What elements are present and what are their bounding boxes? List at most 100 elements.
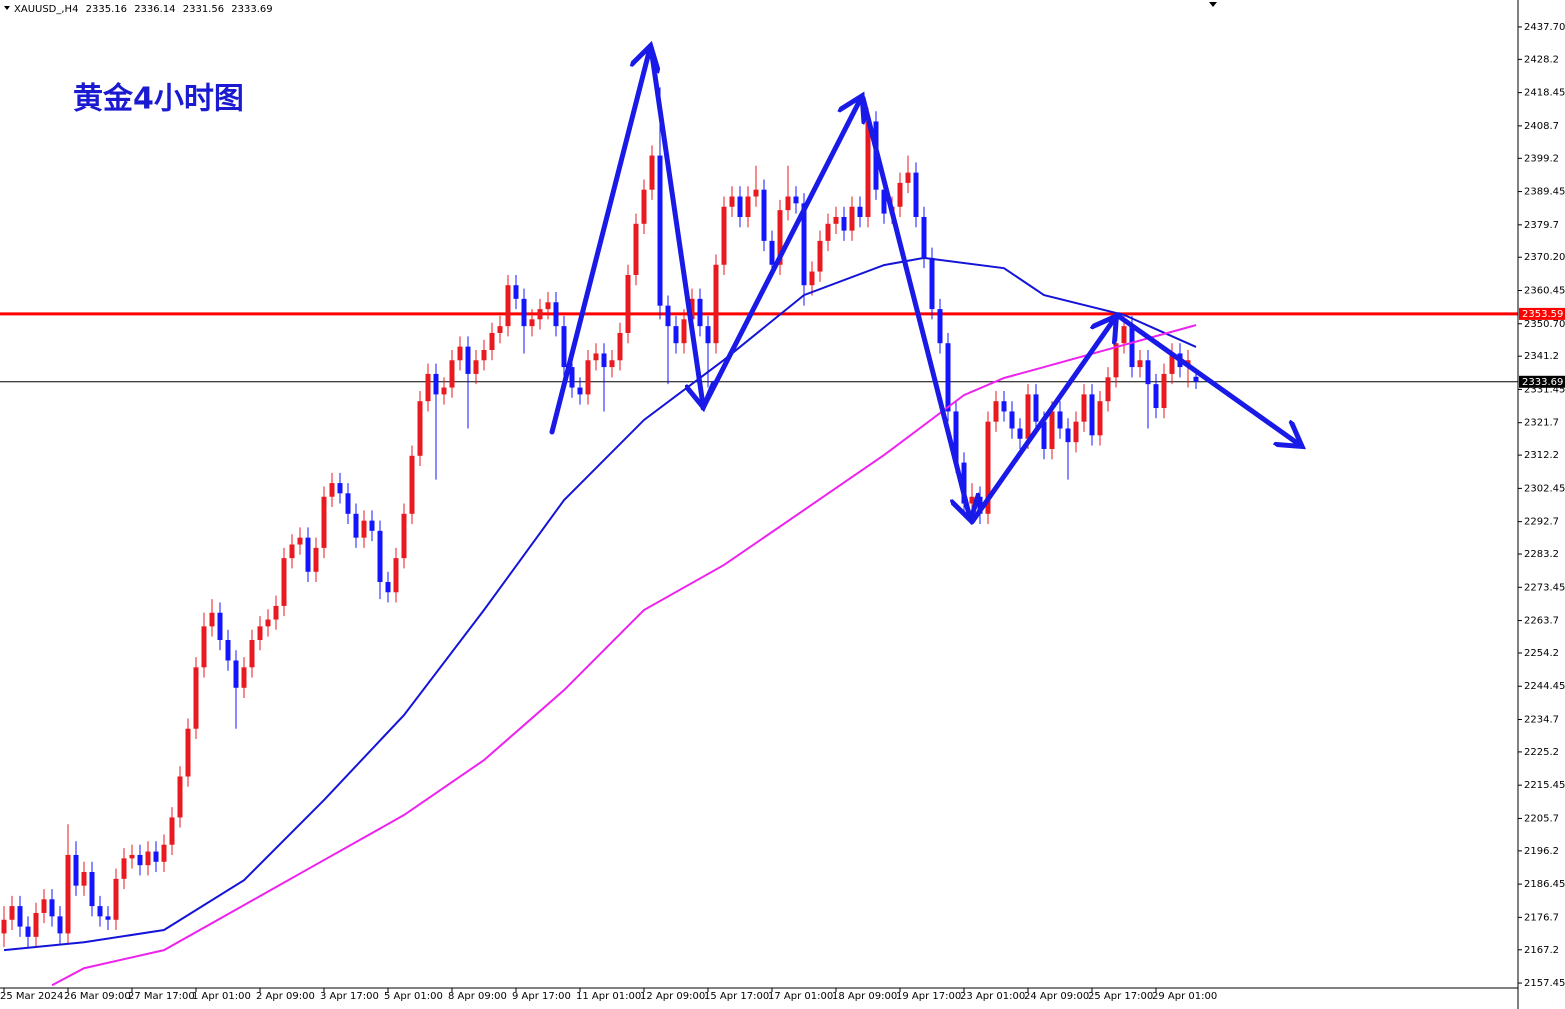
open-value: 2335.16	[86, 4, 127, 15]
chart-title: 黄金4小时图	[73, 82, 244, 117]
candle-body	[641, 189, 647, 224]
candle-body	[49, 899, 55, 917]
candle-body	[57, 916, 63, 934]
high-value: 2336.14	[134, 4, 175, 15]
candle-body	[793, 196, 799, 204]
arrow	[860, 95, 970, 518]
candle-body	[1041, 421, 1047, 449]
candle-body	[193, 667, 199, 729]
x-tick-label: 26 Mar 09:00	[64, 991, 131, 1002]
candle-body	[89, 872, 95, 907]
y-tick-label: 2225.2	[1524, 747, 1559, 758]
candle-body	[1121, 326, 1127, 344]
candle-body	[497, 326, 503, 333]
candle-body	[569, 367, 575, 388]
candle-body	[321, 496, 327, 548]
candle-body	[1065, 428, 1071, 443]
x-tick-label: 9 Apr 17:00	[512, 991, 571, 1002]
candle-body	[217, 612, 223, 641]
candle-body	[1025, 394, 1031, 439]
candle-body	[473, 360, 479, 374]
candle-body	[1073, 421, 1079, 443]
y-tick-label: 2350.70	[1524, 319, 1565, 330]
candle-body	[1097, 401, 1103, 436]
level-label: 2333.69	[1522, 377, 1563, 388]
y-tick-label: 2341.2	[1524, 351, 1559, 362]
x-tick-label: 29 Apr 01:00	[1152, 991, 1217, 1002]
candle-body	[841, 216, 847, 231]
y-tick-label: 2428.2	[1524, 54, 1559, 65]
candle-body	[697, 298, 703, 327]
candle-body	[41, 899, 47, 913]
y-tick-label: 2418.45	[1524, 88, 1565, 99]
y-tick-label: 2437.70	[1524, 22, 1565, 33]
x-tick-label: 3 Apr 17:00	[320, 991, 379, 1002]
candle-body	[241, 667, 247, 688]
candle-body	[825, 223, 831, 241]
x-tick-label: 27 Mar 17:00	[128, 991, 195, 1002]
annotation-arrows	[549, 48, 1300, 522]
candle-body	[937, 309, 943, 344]
candle-body	[753, 189, 759, 197]
candle-body	[689, 298, 695, 320]
x-tick-label: 19 Apr 17:00	[896, 991, 961, 1002]
moving-average	[3, 256, 1197, 952]
x-tick-label: 1 Apr 01:00	[192, 991, 251, 1002]
candle-body	[913, 172, 919, 217]
candle-body	[369, 520, 375, 531]
candle-body	[185, 728, 191, 777]
candle-body	[673, 326, 679, 344]
candle-body	[785, 196, 791, 211]
y-tick-label: 2408.7	[1524, 121, 1559, 132]
candle-body	[1137, 360, 1143, 368]
chart-header: XAUUSD_,H4 2335.16 2336.14 2331.56 2333.…	[14, 4, 273, 15]
x-tick-label: 2 Apr 09:00	[256, 991, 315, 1002]
candle-body	[249, 640, 255, 668]
candle-body	[1017, 428, 1023, 439]
candle-body	[273, 605, 279, 620]
symbol: XAUUSD_,H4	[14, 4, 78, 15]
candle-body	[393, 558, 399, 593]
y-tick-label: 2167.2	[1524, 945, 1559, 956]
candle-body	[105, 916, 111, 920]
candle-body	[537, 309, 543, 320]
candle-body	[377, 530, 383, 583]
y-tick-label: 2389.45	[1524, 187, 1565, 198]
candle-body	[609, 360, 615, 368]
candle-body	[577, 387, 583, 395]
candle-body	[233, 660, 239, 688]
candle-body	[769, 240, 775, 265]
candle-body	[561, 326, 567, 368]
candle-body	[73, 854, 79, 886]
y-tick-label: 2254.2	[1524, 648, 1559, 659]
candle-body	[921, 216, 927, 258]
candle-body	[9, 906, 15, 920]
candle-body	[1169, 353, 1175, 374]
y-tick-label: 2399.2	[1524, 153, 1559, 164]
candle-body	[513, 285, 519, 299]
candle-body	[1153, 384, 1159, 409]
candle-body	[457, 346, 463, 361]
y-tick-label: 2321.7	[1524, 418, 1559, 429]
candle-body	[329, 483, 335, 497]
candle-body	[409, 455, 415, 514]
candle-body	[521, 298, 527, 327]
candle-body	[297, 537, 303, 545]
y-tick-label: 2360.45	[1524, 285, 1565, 296]
x-tick-label: 24 Apr 09:00	[1024, 991, 1089, 1002]
y-tick-label: 2244.45	[1524, 681, 1565, 692]
x-tick-label: 23 Apr 01:00	[960, 991, 1025, 1002]
scroll-marker	[1209, 2, 1217, 7]
candle-body	[121, 858, 127, 879]
candle-body	[153, 851, 159, 862]
y-tick-label: 2176.7	[1524, 912, 1559, 923]
candle-body	[625, 274, 631, 333]
level-label-box	[1519, 307, 1565, 320]
candle-body	[225, 640, 231, 661]
candle-body	[337, 483, 343, 494]
candle-body	[1009, 411, 1015, 429]
level-label-box	[1519, 375, 1565, 388]
y-tick-label: 2273.45	[1524, 582, 1565, 593]
candle-body	[1057, 411, 1063, 429]
